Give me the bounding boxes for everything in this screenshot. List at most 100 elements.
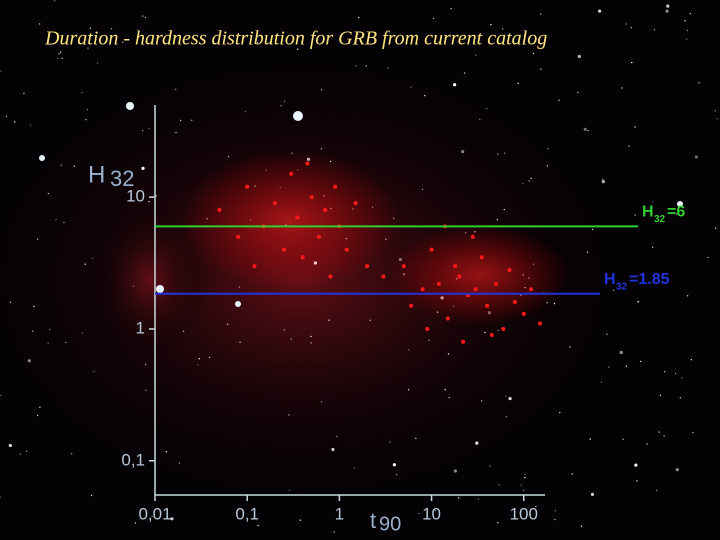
star (524, 473, 526, 475)
star (651, 201, 654, 203)
data-point (489, 332, 494, 337)
data-point (300, 255, 305, 260)
star (520, 484, 523, 486)
star (14, 121, 16, 123)
star (461, 149, 465, 154)
star (283, 329, 285, 331)
star (27, 359, 31, 363)
data-point (473, 287, 478, 292)
star (73, 165, 75, 167)
star (714, 227, 717, 229)
star (690, 359, 692, 361)
star (450, 7, 452, 10)
star (288, 414, 290, 416)
star (48, 328, 51, 331)
star (132, 285, 135, 287)
star (310, 335, 312, 338)
threshold-label-suffix: =6 (667, 204, 685, 221)
star (58, 53, 60, 55)
star (477, 498, 480, 500)
star (558, 99, 560, 101)
nebula (90, 200, 210, 360)
star (498, 484, 500, 486)
star (457, 497, 460, 499)
star (355, 65, 357, 67)
star (148, 200, 150, 203)
star (93, 370, 95, 373)
star (532, 52, 535, 55)
star (421, 188, 424, 191)
star (238, 286, 241, 288)
star (144, 363, 147, 366)
star (155, 195, 157, 197)
star (407, 389, 410, 391)
star (497, 329, 499, 332)
star (571, 473, 573, 475)
star (698, 82, 700, 84)
star (501, 28, 504, 30)
star (432, 17, 435, 20)
star (283, 100, 286, 102)
star (197, 364, 199, 366)
star (634, 126, 636, 128)
star (165, 451, 168, 453)
star (503, 208, 505, 211)
star (497, 153, 499, 155)
star (25, 450, 28, 452)
star (479, 118, 481, 121)
star (320, 401, 323, 403)
star (87, 47, 89, 49)
star (331, 447, 335, 452)
star (60, 164, 62, 166)
x-axis-title-sub: 90 (379, 513, 401, 535)
star (686, 295, 689, 297)
star (622, 438, 624, 440)
star (444, 389, 446, 391)
star (410, 86, 412, 88)
star (503, 152, 506, 154)
data-point (344, 247, 349, 252)
star (178, 462, 181, 464)
star (65, 341, 67, 344)
data-point (217, 207, 222, 212)
star (679, 397, 682, 399)
star (554, 518, 556, 521)
threshold-label: H (642, 204, 654, 221)
data-point (420, 287, 425, 292)
star (208, 356, 211, 359)
data-point (461, 339, 466, 344)
star (395, 473, 398, 476)
star (480, 400, 483, 402)
star (530, 177, 532, 180)
data-point (252, 264, 257, 269)
star (475, 54, 477, 56)
star (60, 51, 62, 53)
data-point (537, 321, 542, 326)
data-point (245, 184, 250, 189)
x-tick-label: 0,1 (235, 504, 259, 523)
star (170, 517, 174, 521)
star (625, 23, 627, 25)
star (475, 441, 479, 445)
star (141, 129, 144, 132)
star (637, 301, 639, 303)
star (357, 16, 360, 19)
star (663, 435, 665, 437)
data-point (470, 234, 475, 239)
data-point (485, 303, 490, 308)
star (70, 453, 73, 455)
star (182, 330, 185, 332)
star (110, 27, 113, 30)
threshold-label: H (604, 271, 616, 288)
data-point (289, 171, 294, 176)
data-point (236, 234, 241, 239)
star (288, 489, 291, 492)
x-tick-label: 0,01 (138, 504, 171, 523)
data-point (295, 215, 300, 220)
star (496, 218, 498, 221)
star (505, 395, 507, 397)
data-point (309, 195, 314, 200)
star (716, 118, 718, 120)
star (256, 42, 259, 44)
x-tick-label: 100 (510, 504, 538, 523)
